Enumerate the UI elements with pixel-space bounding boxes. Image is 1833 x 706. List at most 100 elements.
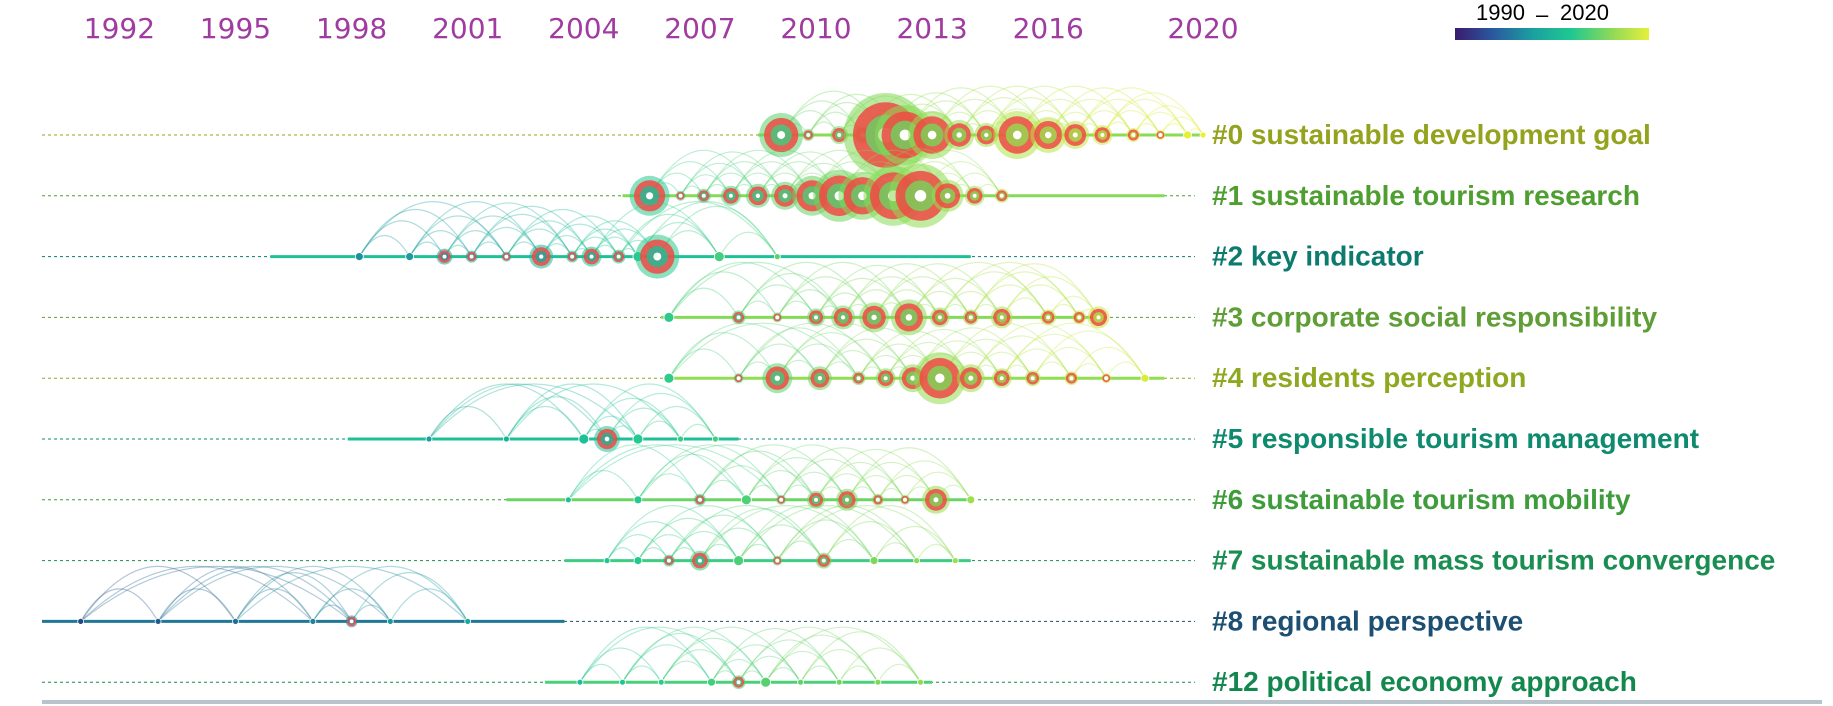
citation-node [309, 618, 317, 625]
citation-node [990, 306, 1013, 329]
citation-node [1040, 309, 1057, 326]
node-core [775, 315, 780, 320]
year-tick-label: 2013 [896, 12, 967, 45]
cluster-row-8: #8 regional perspective [42, 565, 1523, 636]
citation-arc [567, 444, 701, 501]
citation-arc [1074, 98, 1161, 136]
cluster-row-12: #12 political economy approach [42, 626, 1637, 697]
citation-arc [505, 383, 682, 440]
cluster-row-7: #7 sustainable mass tourism convergence [42, 505, 1775, 576]
node-core [903, 497, 908, 502]
node-core [999, 376, 1004, 381]
citation-arc [505, 396, 608, 440]
node-dot [733, 555, 744, 566]
cluster-label-4: #4 residents perception [1212, 362, 1526, 393]
node-dot [633, 495, 643, 505]
citation-arc [858, 330, 972, 379]
citation-arc [939, 322, 1072, 379]
node-core [442, 254, 447, 259]
node-dot [657, 678, 665, 686]
citation-node [1064, 371, 1079, 386]
node-core [604, 436, 610, 442]
citation-arc [443, 230, 507, 257]
citation-arc [637, 534, 701, 561]
citation-arc [745, 457, 848, 501]
citation-arc [1132, 111, 1189, 136]
cluster-row-3: #3 corporate social responsibility [42, 261, 1657, 336]
node-dot [386, 618, 394, 625]
citation-node [675, 190, 686, 201]
node-core [755, 193, 761, 198]
legend-separator: – [1536, 2, 1549, 27]
node-core [1100, 133, 1105, 137]
citation-node [772, 312, 783, 323]
citation-arc [738, 262, 875, 318]
citation-arc [1074, 87, 1189, 136]
citation-arc [1132, 105, 1204, 136]
citation-arc [680, 423, 716, 440]
node-core [905, 314, 913, 321]
citation-arc [765, 626, 921, 683]
citation-arc [606, 505, 740, 561]
citation-arc [815, 265, 941, 318]
citation-arc [471, 213, 573, 257]
year-axis: 1992 1995 1998 2001 2004 2007 2010 2013 2016 2020 [84, 12, 1239, 45]
citation-node [633, 556, 643, 565]
citation-node [713, 251, 725, 263]
node-core [697, 558, 702, 563]
citation-node [1126, 128, 1141, 142]
citation-node [851, 371, 866, 386]
citation-arc [877, 663, 922, 683]
node-core [837, 133, 842, 137]
citation-arc [958, 97, 1049, 136]
citation-node [871, 493, 884, 506]
citation-arc [1032, 346, 1107, 379]
citation-node [696, 188, 711, 203]
node-dot [713, 251, 725, 263]
citation-arc [815, 473, 879, 501]
node-core [1096, 315, 1101, 320]
citation-arc [800, 665, 840, 683]
citation-arc [637, 405, 716, 440]
citation-arc [637, 453, 747, 501]
citation-node [917, 678, 924, 686]
node-core [1104, 376, 1109, 381]
node-core [927, 130, 937, 140]
citation-arc [567, 444, 782, 501]
citation-arc [939, 262, 1080, 318]
node-dot [663, 372, 675, 384]
citation-arc [428, 405, 507, 440]
citation-arc [765, 650, 840, 683]
citation-node [386, 618, 394, 625]
citation-arc [738, 505, 875, 561]
node-core [666, 558, 671, 563]
citation-arc [668, 271, 778, 318]
year-tick-label: 2020 [1167, 12, 1238, 45]
citation-arc [738, 327, 860, 379]
cluster-label-7: #7 sustainable mass tourism convergence [1212, 545, 1775, 576]
citation-arc [668, 514, 778, 561]
citation-arc [656, 205, 778, 257]
node-core [779, 497, 784, 502]
citation-arc [80, 565, 314, 622]
citation-arc [873, 542, 918, 561]
cluster-label-3: #3 corporate social responsibility [1212, 301, 1657, 332]
node-core [1158, 133, 1163, 137]
citation-arc [904, 471, 972, 501]
citation-node [465, 250, 478, 263]
node-core [678, 193, 683, 198]
citation-arc [873, 525, 956, 561]
node-core [984, 132, 989, 138]
citation-node [564, 496, 572, 504]
citation-arc [970, 322, 1107, 379]
citation-arc [637, 444, 782, 501]
citation-arc [618, 201, 778, 257]
citation-arc [606, 534, 670, 561]
node-core [840, 315, 846, 320]
citation-arc [637, 444, 817, 501]
citation-arc [1016, 85, 1134, 136]
citation-node [762, 363, 793, 394]
citation-arc [579, 626, 740, 683]
citation-node [890, 299, 927, 336]
